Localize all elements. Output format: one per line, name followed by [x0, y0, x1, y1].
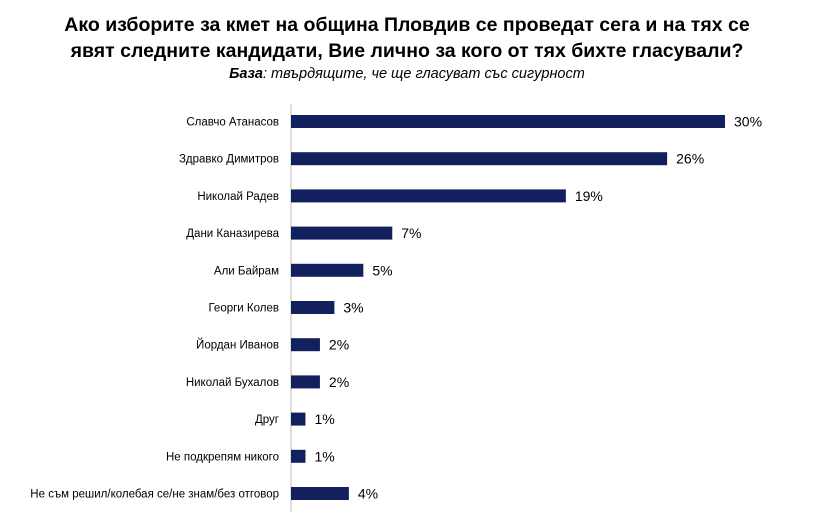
- bar: [291, 487, 349, 500]
- data-label: 30%: [734, 114, 762, 130]
- bar: [291, 226, 393, 240]
- bar: [291, 152, 668, 166]
- chart-subtitle-text: : твърдящите, че ще гласуват със сигурно…: [262, 66, 585, 82]
- data-label: 4%: [358, 486, 378, 502]
- data-label: 2%: [329, 374, 349, 390]
- data-label: 1%: [314, 448, 334, 464]
- category-label: Не подкрепям никого: [166, 451, 279, 463]
- category-label: Дани Каназирева: [186, 228, 279, 240]
- category-label: Николай Радев: [197, 191, 279, 203]
- category-label: Георги Колев: [208, 303, 279, 315]
- category-label: Не съм решил/колебая се/не знам/без отго…: [30, 489, 279, 501]
- chart-subtitle: База: твърдящите, че ще гласуват със сиг…: [0, 66, 814, 82]
- category-label: Йордан Иванов: [196, 339, 279, 352]
- category-label: Друг: [255, 414, 279, 426]
- category-label: Николай Бухалов: [186, 377, 279, 389]
- bar: [291, 338, 320, 352]
- data-label: 3%: [343, 300, 363, 316]
- data-label: 2%: [329, 337, 349, 353]
- chart-subtitle-prefix: База: [229, 66, 263, 82]
- data-label: 7%: [401, 225, 421, 241]
- category-label: Али Байрам: [214, 265, 279, 277]
- bar: [291, 263, 364, 277]
- bar: [291, 189, 566, 203]
- bar: [291, 115, 725, 128]
- data-label: 5%: [372, 262, 392, 278]
- category-label: Славчо Атанасов: [186, 117, 279, 129]
- bar: [291, 449, 306, 463]
- chart-title: Ако изборите за кмет на община Пловдив с…: [0, 12, 814, 64]
- data-label: 26%: [676, 151, 704, 167]
- chart-title-line-2: явят следните кандидати, Вие лично за ко…: [70, 40, 744, 62]
- bar: [291, 375, 320, 389]
- category-label: Здравко Димитров: [179, 154, 279, 166]
- bar: [291, 301, 335, 314]
- bar: [291, 412, 306, 426]
- data-label: 19%: [575, 188, 603, 204]
- data-label: 1%: [314, 411, 334, 427]
- chart-title-line-1: Ако изборите за кмет на община Пловдив с…: [64, 14, 750, 36]
